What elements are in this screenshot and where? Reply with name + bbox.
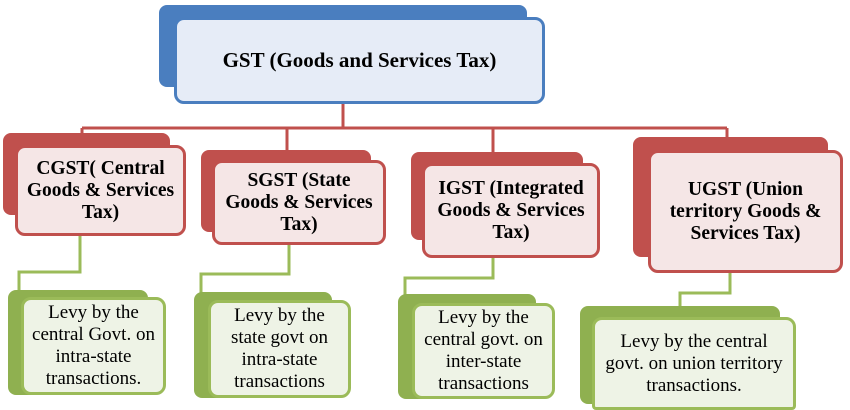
ugst-node: UGST (Union territory Goods & Services T… (648, 150, 843, 273)
ugst-node-label: UGST (Union territory Goods & Services T… (669, 178, 822, 244)
igst-node-label: IGST (Integrated Goods & Services Tax) (437, 177, 585, 243)
connector-cgst-desc (17, 236, 82, 293)
sgst-description-text: Levy by the state govt on intra-state tr… (230, 305, 329, 392)
ugst-description-text: Levy by the central govt. on union terri… (605, 330, 783, 396)
connector-igst-desc (403, 258, 495, 296)
root-node-label: GST (Goods and Services Tax) (222, 48, 497, 72)
igst-description-text: Levy by the central govt. on inter-state… (424, 307, 543, 394)
root-node: GST (Goods and Services Tax) (174, 17, 545, 104)
igst-description: Levy by the central govt. on inter-state… (412, 303, 555, 399)
sgst-description: Levy by the state govt on intra-state tr… (208, 300, 351, 398)
cgst-description-text: Levy by the central Govt. on intra-state… (32, 302, 155, 389)
sgst-node-label: SGST (State Goods & Services Tax) (225, 169, 373, 235)
cgst-description: Levy by the central Govt. on intra-state… (21, 297, 166, 395)
ugst-description: Levy by the central govt. on union terri… (592, 317, 796, 410)
cgst-node-label: CGST( Central Goods & Services Tax) (26, 157, 175, 223)
sgst-node: SGST (State Goods & Services Tax) (212, 160, 386, 245)
cgst-node: CGST( Central Goods & Services Tax) (15, 145, 186, 236)
connector-ugst-desc (678, 273, 732, 308)
igst-node: IGST (Integrated Goods & Services Tax) (422, 163, 600, 258)
connector-sgst-desc (199, 243, 291, 295)
